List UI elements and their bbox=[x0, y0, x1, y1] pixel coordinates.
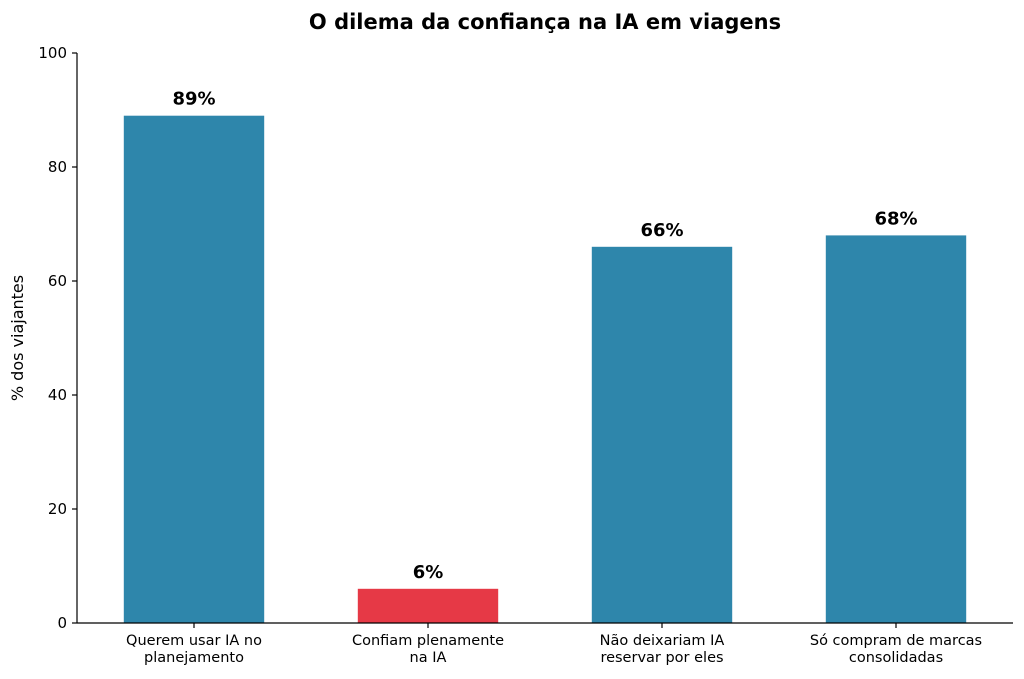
x-tick-label: Não deixariam IA bbox=[600, 633, 725, 649]
x-tick-label: Confiam plenamente bbox=[352, 633, 504, 649]
y-tick-label: 0 bbox=[57, 614, 67, 632]
y-axis-ticks: 0 20 40 60 80 100 bbox=[38, 44, 77, 632]
x-tick-label: consolidadas bbox=[849, 650, 943, 666]
data-label: 66% bbox=[640, 220, 683, 241]
data-label: 89% bbox=[172, 89, 215, 110]
x-tick-label: Querem usar IA no bbox=[126, 633, 262, 649]
data-labels-group: 89% 6% 66% 68% bbox=[172, 89, 917, 583]
chart-title: O dilema da confiança na IA em viagens bbox=[309, 10, 781, 34]
bar bbox=[123, 115, 265, 623]
data-label: 6% bbox=[413, 562, 444, 583]
y-tick-label: 60 bbox=[48, 272, 67, 290]
x-tick-label: na IA bbox=[410, 650, 447, 666]
bars-group bbox=[123, 115, 967, 624]
bar bbox=[825, 235, 967, 623]
data-label: 68% bbox=[874, 208, 917, 229]
x-tick-label: reservar por eles bbox=[600, 650, 723, 666]
y-tick-label: 40 bbox=[48, 386, 67, 404]
y-tick-label: 80 bbox=[48, 158, 67, 176]
x-tick-label: planejamento bbox=[144, 650, 244, 666]
y-axis-label: % dos viajantes bbox=[8, 275, 27, 401]
bar bbox=[357, 588, 499, 623]
bar bbox=[591, 246, 733, 624]
y-tick-label: 100 bbox=[38, 44, 67, 62]
x-tick-label: Só compram de marcas bbox=[810, 633, 982, 649]
y-tick-label: 20 bbox=[48, 500, 67, 518]
